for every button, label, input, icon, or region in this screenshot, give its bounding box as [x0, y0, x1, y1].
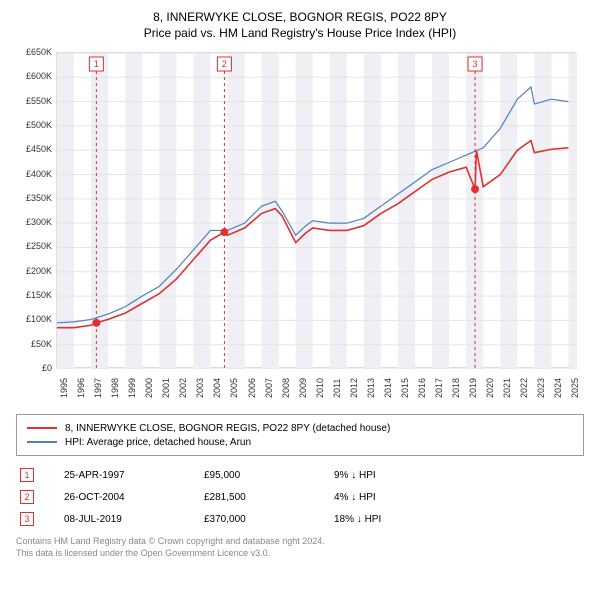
legend-item: HPI: Average price, detached house, Arun [27, 435, 573, 449]
y-tick-label: £350K [16, 193, 52, 203]
x-tick-label: 1999 [127, 378, 137, 398]
marker-hpi-delta: 18% ↓ HPI [334, 514, 434, 525]
y-axis-labels: £0£50K£100K£150K£200K£250K£300K£350K£400… [16, 48, 54, 368]
x-tick-label: 2006 [247, 378, 257, 398]
x-tick-label: 2015 [400, 378, 410, 398]
footer: Contains HM Land Registry data © Crown c… [16, 536, 584, 559]
x-tick-label: 2020 [485, 378, 495, 398]
x-tick-label: 2014 [383, 378, 393, 398]
chart-subtitle: Price paid vs. HM Land Registry's House … [16, 26, 584, 40]
marker-price: £95,000 [204, 470, 304, 481]
y-tick-label: £600K [16, 71, 52, 81]
x-tick-label: 2012 [349, 378, 359, 398]
x-axis-labels: 1995 1996 1997 1998 1999 2000 2001 2002 2003 2004… [56, 370, 576, 406]
x-tick-label: 1998 [110, 378, 120, 398]
x-tick-label: 1995 [59, 378, 69, 398]
chart-area: £0 £50K £100K £150K £200K £250K £300K £350K £400… [16, 48, 584, 406]
marker-table: 1 25-APR-1997 £95,000 9% ↓ HPI 2 26-OCT-2004 £… [16, 464, 584, 530]
marker-date: 08-JUL-2019 [64, 514, 174, 525]
x-tick-label: 2019 [468, 378, 478, 398]
marker-price: £370,000 [204, 514, 304, 525]
x-tick-label: 2011 [332, 379, 342, 398]
svg-text:1: 1 [94, 59, 99, 69]
x-tick-label: 2002 [178, 378, 188, 398]
marker-date: 25-APR-1997 [64, 470, 174, 481]
marker-row: 1 25-APR-1997 £95,000 9% ↓ HPI [16, 464, 584, 486]
marker-row: 2 26-OCT-2004 £281,500 4% ↓ HPI [16, 486, 584, 508]
y-tick-label: £450K [16, 144, 52, 154]
legend: 8, INNERWYKE CLOSE, BOGNOR REGIS, PO22 8… [16, 414, 584, 456]
x-tick-label: 2025 [570, 378, 580, 398]
svg-text:3: 3 [473, 59, 478, 69]
y-tick-label: £50K [16, 339, 52, 349]
y-tick-label: £550K [16, 96, 52, 106]
marker-date: 26-OCT-2004 [64, 492, 174, 503]
x-tick-label: 2013 [366, 378, 376, 398]
y-tick-label: £200K [16, 266, 52, 276]
x-tick-label: 2005 [229, 378, 239, 398]
legend-item: 8, INNERWYKE CLOSE, BOGNOR REGIS, PO22 8… [27, 421, 573, 435]
x-tick-label: 1997 [93, 378, 103, 398]
x-tick-label: 2009 [298, 378, 308, 398]
marker-row: 3 08-JUL-2019 £370,000 18% ↓ HPI [16, 508, 584, 530]
y-tick-label: £0 [16, 363, 52, 373]
y-tick-label: £500K [16, 120, 52, 130]
marker-number-box: 1 [20, 468, 34, 482]
chart-container: 8, INNERWYKE CLOSE, BOGNOR REGIS, PO22 8… [0, 0, 600, 567]
x-tick-label: 2000 [144, 378, 154, 398]
legend-label: 8, INNERWYKE CLOSE, BOGNOR REGIS, PO22 8… [65, 423, 390, 434]
marker-price: £281,500 [204, 492, 304, 503]
y-tick-label: £150K [16, 290, 52, 300]
marker-hpi-delta: 4% ↓ HPI [334, 492, 434, 503]
plot-svg: 1 2 3 [57, 53, 577, 369]
x-tick-label: 2024 [553, 378, 563, 398]
legend-label: HPI: Average price, detached house, Arun [65, 437, 251, 448]
x-tick-label: 2003 [195, 378, 205, 398]
legend-swatch [27, 441, 57, 443]
y-tick-label: £300K [16, 217, 52, 227]
x-tick-label: 2004 [212, 378, 222, 398]
marker-number-box: 2 [20, 490, 34, 504]
x-tick-label: 2023 [536, 378, 546, 398]
legend-swatch [27, 427, 57, 429]
x-tick-label: 1996 [76, 378, 86, 398]
svg-text:2: 2 [222, 59, 227, 69]
marker-hpi-delta: 9% ↓ HPI [334, 470, 434, 481]
x-tick-label: 2021 [502, 378, 512, 398]
x-tick-label: 2017 [434, 378, 444, 398]
chart-title: 8, INNERWYKE CLOSE, BOGNOR REGIS, PO22 8… [16, 10, 584, 24]
x-tick-label: 2022 [519, 378, 529, 398]
marker-number-box: 3 [20, 512, 34, 526]
x-tick-label: 2010 [315, 378, 325, 398]
x-tick-label: 2016 [417, 378, 427, 398]
footer-line-2: This data is licensed under the Open Gov… [16, 548, 584, 560]
x-tick-label: 2008 [281, 378, 291, 398]
x-tick-label: 2007 [264, 378, 274, 398]
footer-line-1: Contains HM Land Registry data © Crown c… [16, 536, 584, 548]
x-tick-label: 2018 [451, 378, 461, 398]
y-tick-label: £400K [16, 169, 52, 179]
plot-area: 1 2 3 [56, 52, 576, 368]
x-tick-label: 2001 [161, 378, 171, 398]
y-tick-label: £250K [16, 241, 52, 251]
y-tick-label: £100K [16, 314, 52, 324]
y-tick-label: £650K [16, 47, 52, 57]
